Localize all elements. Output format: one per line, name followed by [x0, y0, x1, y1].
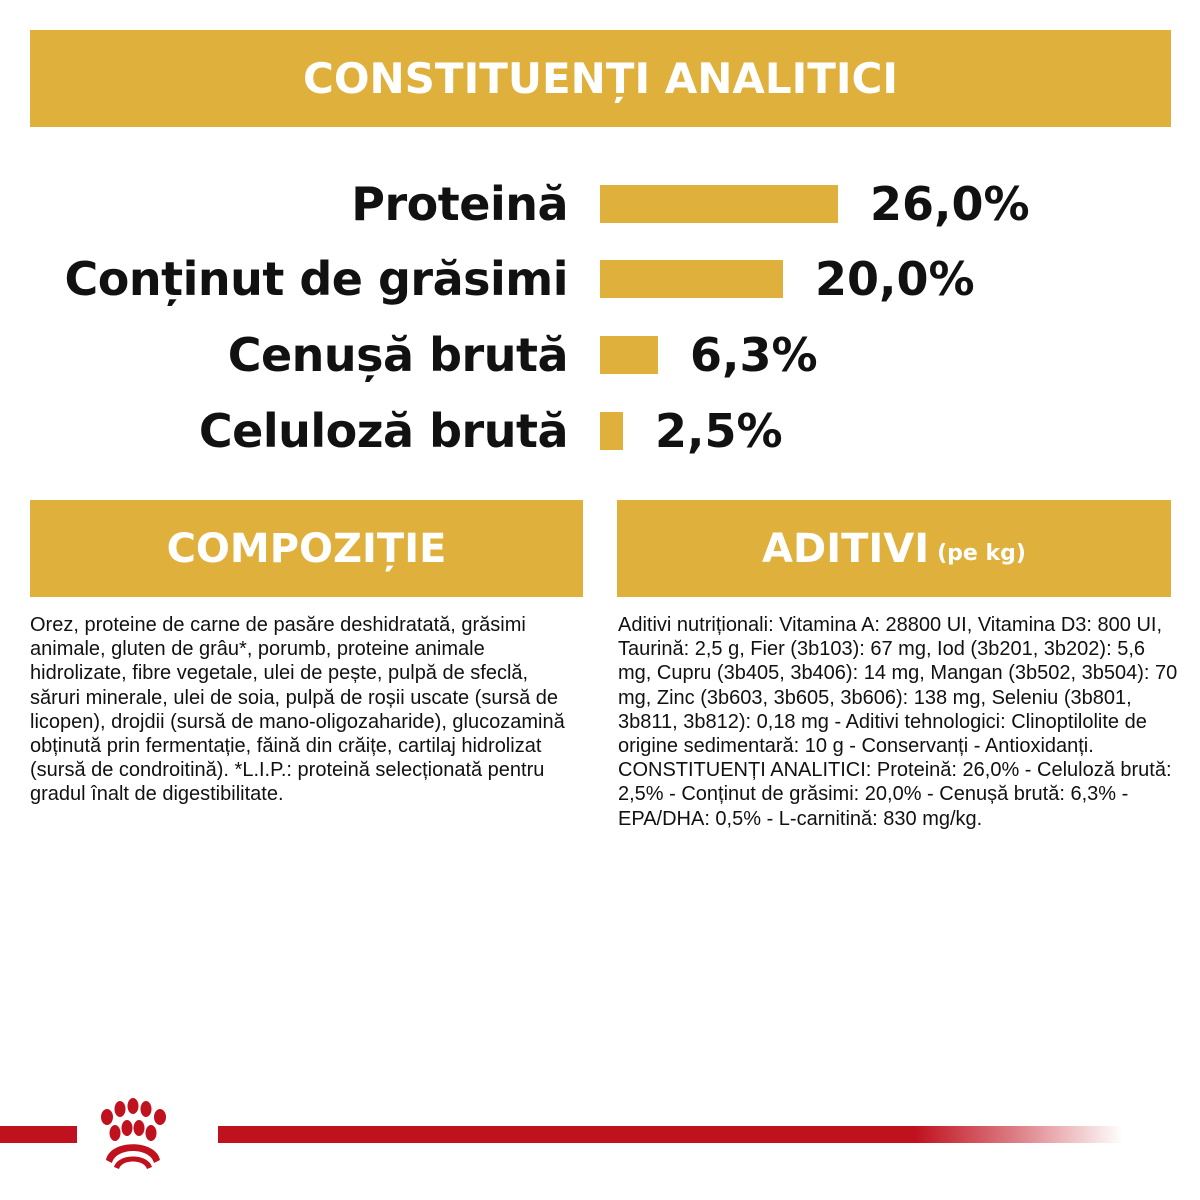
additives-subtitle: (pe kg): [937, 541, 1026, 566]
composition-title: COMPOZIȚIE: [166, 525, 447, 572]
chart-row-ash: Cenușă brută 6,3%: [0, 325, 1200, 385]
additives-text: Aditivi nutriționali: Vitamina A: 28800 …: [618, 614, 1178, 830]
chart-row-protein: Proteină 26,0%: [0, 174, 1200, 234]
chart-bar: [600, 260, 783, 298]
additives-header: ADITIVI (pe kg): [617, 500, 1171, 597]
additives-title: ADITIVI: [762, 525, 930, 572]
chart-row-label: Cenușă brută: [227, 328, 569, 382]
composition-header: COMPOZIȚIE: [30, 500, 583, 597]
chart-row-label: Proteină: [351, 177, 568, 231]
chart-row-fibre: Celuloză brută 2,5%: [0, 401, 1200, 461]
footer-stripe-right: [218, 1126, 1123, 1143]
chart-bar: [600, 185, 838, 223]
chart-row-value: 20,0%: [815, 252, 975, 306]
chart-bar: [600, 336, 658, 374]
chart-row-label: Celuloză brută: [198, 404, 569, 458]
chart-row-value: 6,3%: [690, 328, 818, 382]
chart-row-value: 26,0%: [870, 177, 1030, 231]
chart-row-label: Conținut de grăsimi: [64, 252, 568, 306]
analytics-title: CONSTITUENȚI ANALITICI: [303, 54, 898, 103]
chart-row-fat: Conținut de grăsimi 20,0%: [0, 249, 1200, 309]
crown-logo-icon: [101, 1098, 166, 1169]
footer-stripe-left: [0, 1126, 77, 1143]
analytics-header: CONSTITUENȚI ANALITICI: [30, 30, 1171, 127]
chart-row-value: 2,5%: [655, 404, 783, 458]
composition-text: Orez, proteine de carne de pasăre deshid…: [30, 614, 565, 806]
chart-bar: [600, 412, 623, 450]
